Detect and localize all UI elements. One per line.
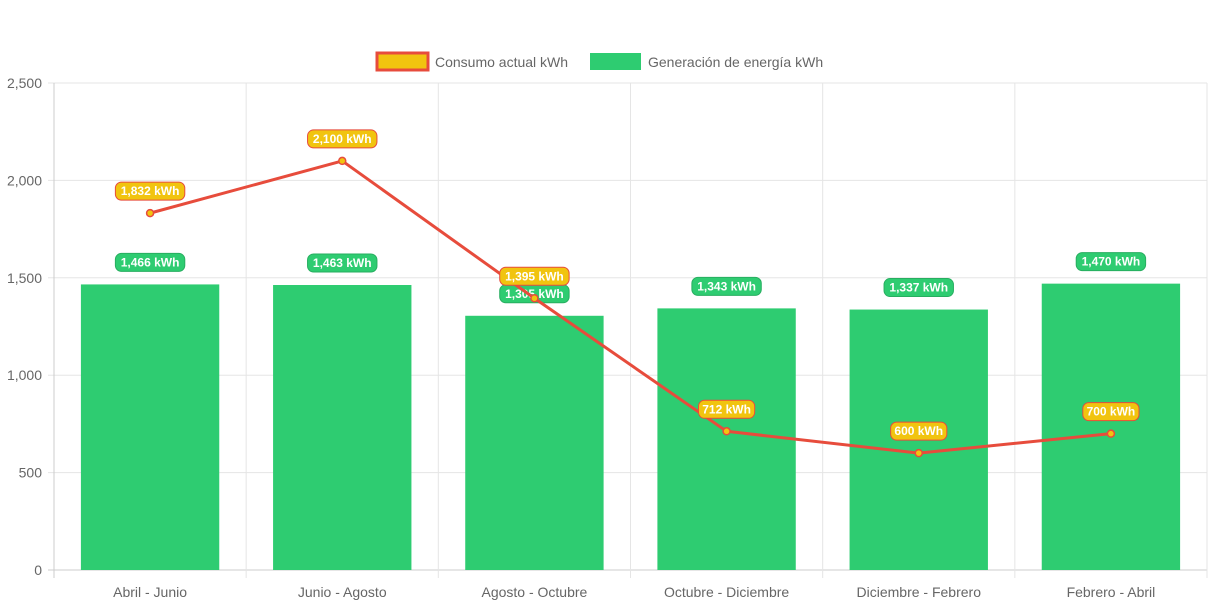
y-tick-label: 500 (19, 465, 43, 481)
bar-data-label-text: 1,466 kWh (121, 255, 180, 269)
bar-data-label-bg (1075, 252, 1147, 272)
line-data-label-text: 2,100 kWh (313, 132, 372, 146)
x-axis: Abril - Junio Junio - Agosto Agosto - Octu… (113, 584, 1155, 600)
bar[interactable] (1041, 283, 1181, 570)
line-data-label: 1,395 kWh (499, 266, 570, 286)
y-axis: 0 500 1,000 1,500 2,000 2,500 (7, 75, 42, 578)
line-data-label-text: 712 kWh (702, 402, 751, 416)
line-data-label: 600 kWh (890, 421, 948, 441)
x-tick-label: Junio - Agosto (298, 584, 387, 600)
bar-data-label-text: 1,470 kWh (1082, 255, 1141, 269)
y-tick-label: 2,500 (7, 75, 42, 91)
bar-data-label-bg (691, 276, 762, 296)
line-point[interactable] (1106, 429, 1116, 438)
line-point[interactable] (530, 294, 539, 303)
line-data-label-bg (890, 421, 948, 441)
y-tick-label: 2,000 (7, 172, 42, 188)
legend: Consumo actual kWh Generación de energía… (375, 51, 823, 72)
y-tick-label: 1,000 (7, 367, 42, 383)
bar[interactable] (657, 308, 796, 570)
bar-data-label-text: 1,463 kWh (313, 256, 372, 270)
line-data-label-bg (114, 181, 186, 201)
line-data-label: 2,100 kWh (307, 129, 378, 149)
line-data-label-bg (499, 266, 570, 286)
line-point[interactable] (338, 156, 347, 166)
consumo-line (149, 159, 1112, 455)
y-tick-label: 1,500 (7, 270, 42, 286)
legend-swatch-generacion[interactable] (590, 53, 641, 70)
bar-data-label: 1,470 kWh (1075, 252, 1147, 272)
bar-data-label: 1,466 kWh (114, 252, 186, 272)
line-data-label-bg (697, 399, 756, 419)
legend-label-generacion[interactable]: Generación de energía kWh (648, 54, 823, 70)
bar-data-label: 1,305 kWh (499, 284, 570, 304)
bar-data-label-text: 1,343 kWh (697, 279, 756, 293)
bar-data-label-bg (307, 253, 378, 273)
line-series (145, 156, 1116, 458)
bar[interactable] (465, 315, 604, 570)
y-tick-label: 0 (34, 562, 42, 578)
line-data-label-text: 700 kWh (1087, 405, 1136, 419)
bar-data-label-text: 1,337 kWh (889, 281, 948, 295)
x-tick-label: Febrero - Abril (1067, 584, 1156, 600)
bar-data-label: 1,337 kWh (883, 278, 954, 298)
bar-data-label: 1,343 kWh (691, 276, 762, 296)
grid (48, 82, 1208, 578)
bar-data-labels: 1,466 kWh 1,463 kWh 1,305 kWh 1,343 kWh 1,33… (114, 252, 1147, 304)
line-data-label-bg (1082, 402, 1140, 422)
bar-data-label-text: 1,305 kWh (505, 287, 564, 301)
x-tick-label: Abril - Junio (113, 584, 187, 600)
line-data-labels: 1,832 kWh 2,100 kWh 1,395 kWh 712 kWh 600 kW… (114, 129, 1140, 441)
line-data-label-text: 1,395 kWh (505, 269, 564, 283)
x-tick-label: Octubre - Diciembre (664, 584, 789, 600)
line-data-label: 712 kWh (697, 399, 756, 419)
bar-data-label: 1,463 kWh (307, 253, 378, 273)
legend-swatch-consumo[interactable] (375, 51, 430, 72)
bar-data-label-bg (114, 252, 186, 272)
line-data-label-bg (307, 129, 378, 149)
bar-data-label-bg (883, 278, 954, 298)
line-data-label: 1,832 kWh (114, 181, 186, 201)
legend-label-consumo[interactable]: Consumo actual kWh (435, 54, 568, 70)
line-data-label-text: 600 kWh (894, 424, 943, 438)
bar[interactable] (80, 284, 220, 570)
x-tick-label: Diciembre - Febrero (857, 584, 982, 600)
line-data-label: 700 kWh (1082, 402, 1140, 422)
line-point[interactable] (914, 448, 923, 458)
bar-series (80, 283, 1181, 570)
line-point[interactable] (722, 427, 731, 436)
line-point[interactable] (145, 208, 155, 218)
bar[interactable] (273, 285, 412, 570)
x-tick-label: Agosto - Octubre (482, 584, 588, 600)
line-data-label-text: 1,832 kWh (121, 184, 180, 198)
